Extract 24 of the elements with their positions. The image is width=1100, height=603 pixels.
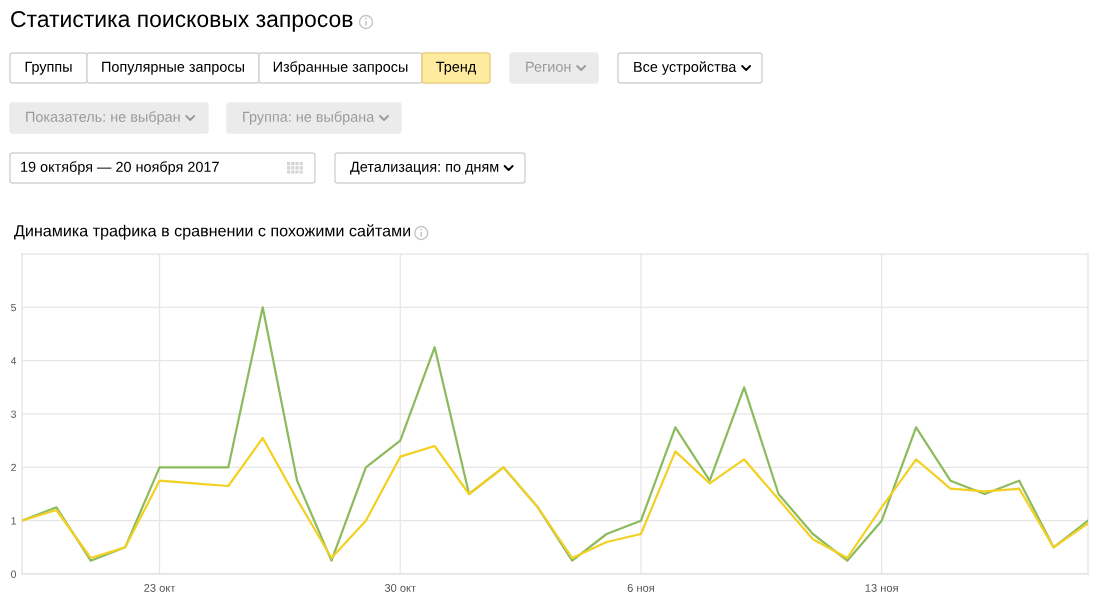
y-tick-label: 5 (11, 303, 17, 312)
chart-subtitle: Динамика трафика в сравнении с похожими сайтами (14, 224, 411, 240)
x-tick-label: 6 ноя (627, 584, 654, 592)
x-tick-label: 23 окт (144, 584, 176, 592)
y-tick-label: 1 (11, 517, 16, 525)
y-tick-label: 3 (11, 410, 16, 418)
x-tick-label: 13 ноя (865, 584, 898, 592)
y-tick-label: 0 (11, 570, 17, 578)
text: Группа: не выбрана (243, 111, 375, 125)
text: Популярные запросы (102, 61, 244, 75)
text: 19 октября — 20 ноября 2017 (21, 161, 219, 175)
text: Все устройства (634, 61, 737, 75)
chart-title: Статистика поисковых запросов (11, 10, 353, 32)
text: Тренд (436, 61, 476, 75)
y-tick-label: 4 (10, 357, 17, 365)
text: Регион (526, 61, 571, 72)
text: Группы (25, 61, 72, 75)
text: Показатель: не выбран (26, 111, 180, 125)
text: Детализация: по дням (350, 161, 499, 175)
line-series (22, 436, 1088, 560)
text: Избранные запросы (273, 61, 408, 75)
y-tick-label: 2 (11, 463, 16, 472)
line-series (22, 306, 1088, 562)
x-tick-label: 30 окт (384, 584, 416, 592)
